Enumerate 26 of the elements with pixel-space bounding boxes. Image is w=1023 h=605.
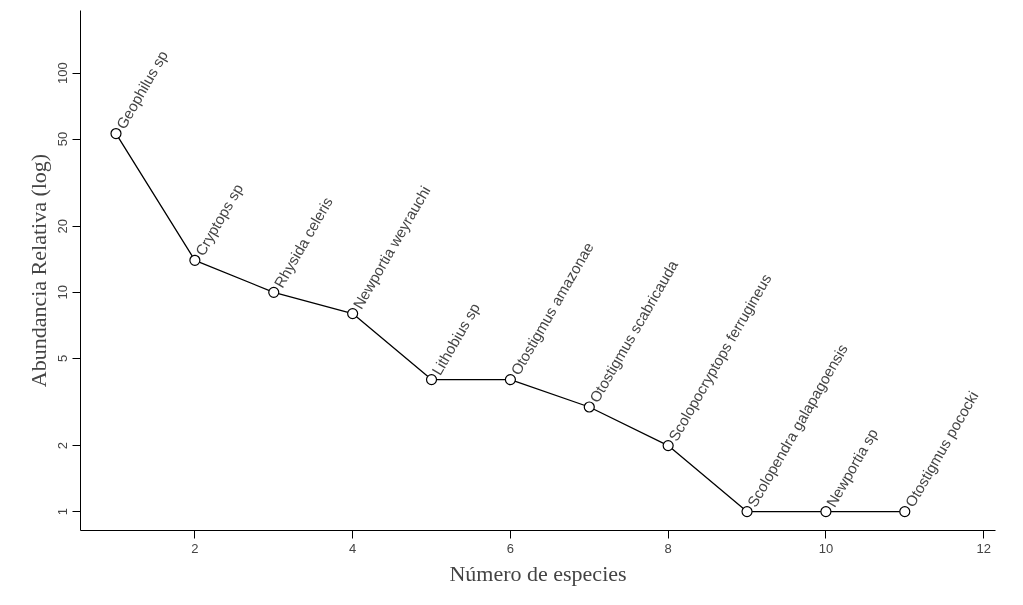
x-tick-label: 2 <box>191 540 199 556</box>
y-tick-label: 2 <box>55 441 71 450</box>
x-tick-label: 8 <box>664 540 672 556</box>
x-tick-label: 4 <box>349 540 357 556</box>
point <box>899 506 911 518</box>
x-tick-label: 12 <box>976 540 991 556</box>
x-tick-label: 6 <box>506 540 515 556</box>
point <box>425 374 438 386</box>
x-tick-label: 10 <box>818 540 834 556</box>
point <box>741 506 753 518</box>
point <box>110 127 122 140</box>
y-axis-title: Abundancia Relativa (log) <box>25 153 51 388</box>
point <box>189 254 201 266</box>
point <box>347 308 359 320</box>
x-axis-title: Número de especies <box>449 560 627 586</box>
y-tick-label: 10 <box>55 285 71 300</box>
y-tick-label: 100 <box>55 62 71 84</box>
y-tick-label: 20 <box>55 219 71 234</box>
point <box>583 401 595 413</box>
y-tick-label: 1 <box>55 507 71 516</box>
point <box>504 374 516 386</box>
y-tick-label: 50 <box>55 131 71 147</box>
point <box>820 506 832 518</box>
y-tick-label: 5 <box>55 354 71 362</box>
point <box>662 440 674 452</box>
point <box>268 286 280 298</box>
